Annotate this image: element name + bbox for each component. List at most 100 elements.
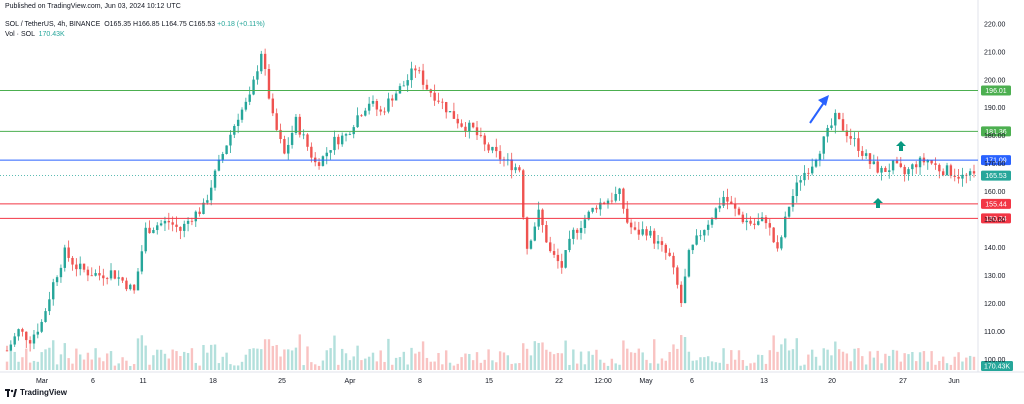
ohlc-legend[interactable]: SOL / TetherUS, 4h, BINANCE O165.35 H166…: [5, 21, 265, 28]
candle-body: [637, 229, 641, 235]
candle-body: [656, 241, 660, 244]
volume-bar: [13, 351, 16, 370]
candle-body: [857, 138, 860, 151]
x-tick-label: 8: [418, 378, 422, 385]
volume-bar: [699, 357, 702, 370]
volume-bar: [52, 340, 55, 370]
volume-bar: [583, 364, 587, 370]
symbol-label[interactable]: SOL / TetherUS, 4h, BINANCE: [5, 21, 101, 28]
volume-bar: [803, 364, 806, 370]
volume-bar: [425, 357, 429, 370]
volume-bar: [537, 342, 540, 370]
candles: [5, 48, 976, 352]
candle-body: [579, 227, 583, 233]
candle-body: [379, 109, 382, 112]
last-price-label-bg: [981, 170, 1011, 181]
volume-bar: [533, 341, 537, 370]
volume-bar: [78, 354, 82, 370]
y-tick-label: 210.00: [984, 49, 1006, 56]
volume-bar: [660, 358, 664, 370]
volume-bar: [75, 348, 78, 370]
volume-label-bg: [981, 361, 1013, 371]
volume-bar: [599, 359, 602, 370]
candle-body: [930, 160, 933, 164]
candle-body: [105, 278, 109, 280]
candle-body: [198, 211, 201, 215]
volume-bar: [818, 365, 822, 370]
candle-body: [749, 220, 752, 224]
candle-body: [387, 98, 390, 112]
volume-bar: [67, 358, 70, 370]
y-tick-label: 100.00: [984, 357, 1006, 364]
volume-bar: [953, 356, 956, 370]
volume-bar: [814, 356, 818, 370]
candle-body: [864, 153, 868, 156]
published-text: Published on TradingView.com, Jun 03, 20…: [5, 3, 181, 10]
candle-body: [152, 230, 155, 234]
candle-body: [799, 180, 802, 183]
candle-body: [826, 127, 829, 137]
volume-bar: [256, 348, 259, 370]
candle-body: [514, 167, 517, 171]
candle-body: [194, 211, 197, 222]
tradingview-brand[interactable]: TradingView: [5, 388, 67, 397]
volume-bar: [109, 351, 113, 370]
volume-bar: [183, 351, 186, 370]
candle-body: [818, 153, 822, 161]
volume-bar: [5, 361, 9, 370]
price-axis[interactable]: 220.00 210.00 200.00 190.00 180.00 170.00 160.…: [984, 21, 1006, 363]
volume-bar: [102, 361, 105, 370]
volume-bar: [94, 348, 97, 370]
volume-bar: [514, 363, 517, 370]
volume-bar: [830, 355, 833, 370]
volume-bar: [703, 357, 706, 370]
candle-body: [75, 264, 78, 270]
candle-body: [599, 202, 602, 210]
candle-body: [375, 101, 379, 110]
volume-bar: [452, 365, 456, 370]
tradingview-logo-icon: [5, 388, 17, 397]
volume-bar: [949, 364, 953, 370]
volume-bar: [229, 364, 232, 370]
candle-body: [926, 160, 929, 163]
volume-label[interactable]: Vol · SOL: [5, 31, 35, 38]
volume-bar: [48, 347, 51, 370]
candle-body: [487, 144, 490, 151]
price-line-label-bg: [981, 213, 1011, 224]
candle-body: [822, 136, 825, 154]
candle-body: [44, 311, 47, 322]
candle-body: [791, 196, 795, 207]
volume-bar: [522, 343, 525, 370]
volume-bar: [552, 354, 556, 370]
time-axis[interactable]: Mar 6 11 18 25 Apr 8 15 22 12:00 May 6 13 20 27 Jun: [36, 378, 960, 385]
volume-bar: [884, 353, 887, 370]
volume-bar: [175, 351, 178, 370]
candle-body: [730, 201, 733, 204]
volume-bar: [753, 362, 756, 370]
volume-legend[interactable]: Vol · SOL 170.43K: [5, 31, 65, 38]
candle-body: [117, 277, 120, 279]
candle-body: [344, 134, 348, 136]
candle-body: [518, 167, 521, 171]
candle-body: [444, 102, 448, 113]
candle-body: [757, 221, 760, 225]
candle-body: [718, 205, 721, 209]
candle-body: [48, 299, 51, 312]
volume-bar: [248, 348, 251, 370]
volume-bar: [263, 339, 267, 370]
candle-body: [810, 166, 814, 174]
candle-body: [94, 273, 97, 276]
candle-body: [236, 119, 240, 127]
candle-body: [468, 122, 471, 132]
volume-bar: [780, 344, 783, 370]
volume-bar: [479, 362, 483, 370]
candle-body: [175, 224, 178, 227]
x-tick-label: 22: [555, 378, 563, 385]
volume-bar: [525, 348, 529, 370]
candle-body: [337, 136, 340, 145]
volume-bar: [880, 363, 883, 370]
volume-bar: [787, 350, 791, 370]
volume-bar: [40, 352, 43, 370]
brand-text: TradingView: [20, 388, 67, 397]
